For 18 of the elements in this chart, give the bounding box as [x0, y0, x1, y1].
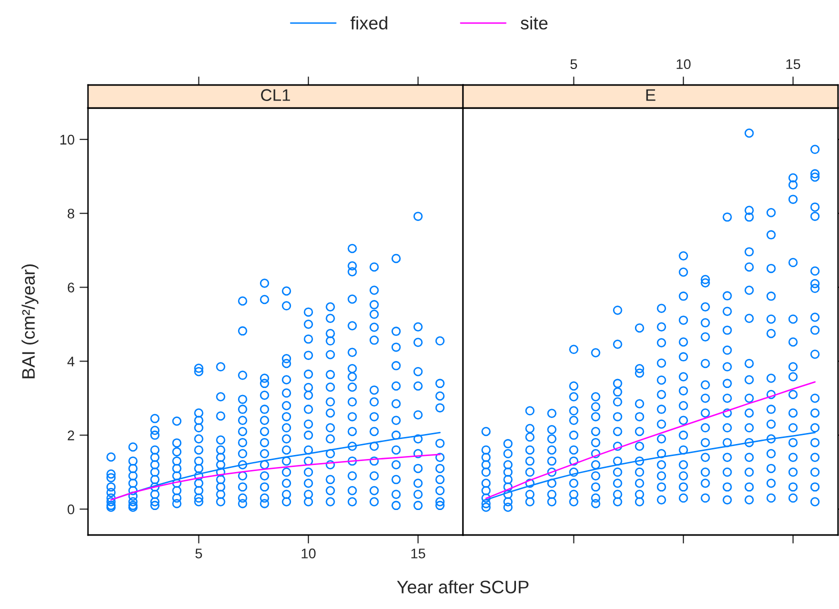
x-tick-label: 10: [302, 548, 316, 558]
x-tick-label: 10: [676, 59, 691, 70]
chart-title: E: [646, 89, 656, 101]
chart-title: CL1: [261, 89, 290, 101]
y-tick-label: 6: [68, 282, 74, 292]
y-tick-label: 4: [67, 356, 74, 366]
legend-label: fixed: [350, 16, 388, 30]
y-axis-title: BAI (cm²/year): [22, 264, 38, 378]
legend-label: site: [520, 16, 548, 30]
y-tick-label: 2: [68, 430, 74, 440]
x-axis-title: Year after SCUP: [396, 580, 528, 594]
x-tick-label: 5: [570, 59, 578, 70]
x-tick-label: 15: [411, 548, 426, 558]
y-tick-label: 0: [68, 504, 74, 514]
y-tick-label: 10: [60, 134, 74, 145]
x-tick-label: 5: [195, 548, 202, 558]
y-tick-label: 8: [68, 208, 74, 219]
x-tick-label: 15: [786, 59, 800, 70]
